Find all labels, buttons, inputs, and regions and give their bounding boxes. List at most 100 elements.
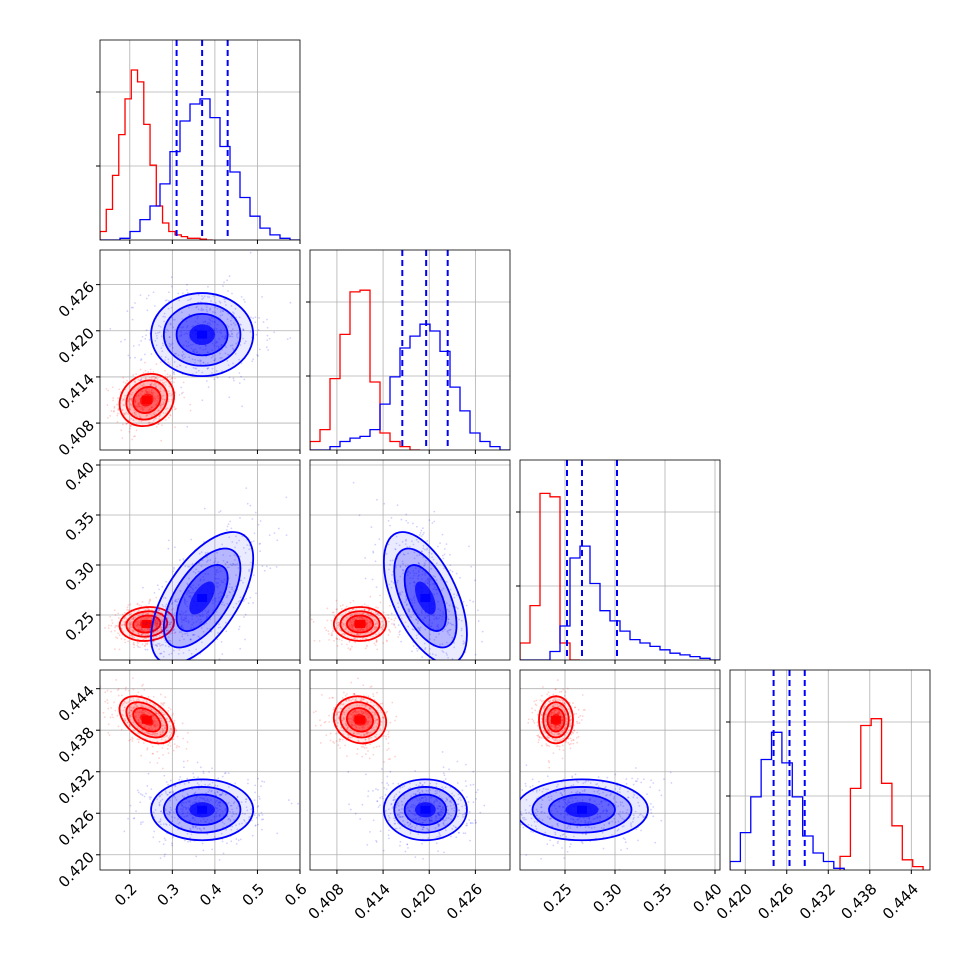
sample-point <box>392 799 395 802</box>
sample-point <box>359 709 362 711</box>
sample-point <box>129 603 132 606</box>
sample-point <box>140 405 142 408</box>
sample-point <box>231 347 234 350</box>
sample-point <box>364 619 367 621</box>
sample-point <box>206 799 209 802</box>
sample-point <box>330 634 333 637</box>
sample-point <box>373 619 376 621</box>
sample-point <box>198 827 201 830</box>
sample-point <box>474 822 477 825</box>
sample-point <box>163 637 165 640</box>
sample-point <box>412 793 415 795</box>
sample-point <box>123 623 126 626</box>
sample-point <box>154 808 157 811</box>
sample-point <box>348 610 351 613</box>
sample-point <box>407 846 409 849</box>
sample-point <box>378 632 381 635</box>
sample-point <box>313 639 316 642</box>
sample-point <box>122 398 125 401</box>
sample-point <box>335 622 338 625</box>
sample-point <box>132 738 134 740</box>
sample-point <box>215 569 218 572</box>
sample-point <box>394 548 397 550</box>
sample-point <box>143 688 146 691</box>
sample-point <box>163 320 165 323</box>
sample-point <box>167 608 170 611</box>
sample-point <box>140 711 143 714</box>
sample-point <box>352 617 354 620</box>
sample-point <box>244 340 247 343</box>
sample-point <box>336 645 339 647</box>
sample-point <box>352 637 355 639</box>
sample-point <box>141 794 144 796</box>
sample-point <box>195 668 197 670</box>
sample-point <box>478 662 480 664</box>
sample-point <box>218 331 221 334</box>
sample-point <box>420 529 423 532</box>
sample-point <box>455 836 458 839</box>
sample-point <box>364 744 367 746</box>
sample-point <box>409 832 412 835</box>
sample-point <box>129 621 132 624</box>
sample-point <box>125 411 128 414</box>
sample-point <box>182 612 185 615</box>
sample-point <box>149 599 152 602</box>
sample-point <box>229 804 232 807</box>
sample-point <box>364 753 367 756</box>
sample-point <box>398 631 400 634</box>
sample-point <box>187 781 190 784</box>
sample-point <box>133 675 135 677</box>
sample-point <box>412 597 415 600</box>
sample-point <box>224 335 227 337</box>
sample-point <box>180 631 183 633</box>
sample-point <box>462 832 465 835</box>
sample-point <box>421 828 424 831</box>
sample-point <box>171 816 173 818</box>
sample-point <box>155 720 157 723</box>
sample-point <box>204 363 207 366</box>
sample-point <box>155 735 158 737</box>
sample-point <box>117 617 120 619</box>
sample-point <box>216 638 219 641</box>
sample-point <box>209 323 212 326</box>
sample-point <box>161 342 164 345</box>
sample-point <box>174 328 177 331</box>
sample-point <box>351 623 354 626</box>
contour-line <box>175 312 229 357</box>
sample-point <box>405 513 408 516</box>
sample-point <box>350 713 353 716</box>
sample-point <box>217 626 220 629</box>
histogram-series-1 <box>520 545 720 660</box>
sample-point <box>183 673 185 675</box>
sample-point <box>148 727 151 730</box>
sample-point <box>196 305 198 308</box>
sample-point <box>399 592 401 594</box>
sample-point <box>444 778 447 780</box>
sample-point <box>434 575 437 578</box>
sample-point <box>152 714 155 717</box>
sample-point <box>332 611 335 614</box>
sample-point <box>475 821 477 824</box>
sample-point <box>433 618 436 620</box>
sample-point <box>171 602 174 604</box>
sample-point <box>110 706 113 709</box>
sample-point <box>129 626 132 629</box>
sample-point <box>170 661 172 663</box>
sample-point <box>433 663 435 665</box>
sample-point <box>133 411 136 414</box>
sample-point <box>373 626 376 629</box>
sample-point <box>147 371 150 373</box>
sample-point <box>214 806 217 809</box>
sample-point <box>139 629 141 631</box>
sample-point <box>328 697 331 700</box>
sample-point <box>226 602 229 605</box>
sample-point <box>398 813 401 816</box>
sample-point <box>407 521 409 524</box>
sample-point <box>209 559 212 561</box>
sample-point <box>259 520 262 522</box>
sample-point <box>173 566 175 569</box>
sample-point <box>118 634 121 637</box>
sample-point <box>153 400 156 403</box>
sample-point <box>355 726 358 728</box>
sample-point <box>352 624 355 627</box>
